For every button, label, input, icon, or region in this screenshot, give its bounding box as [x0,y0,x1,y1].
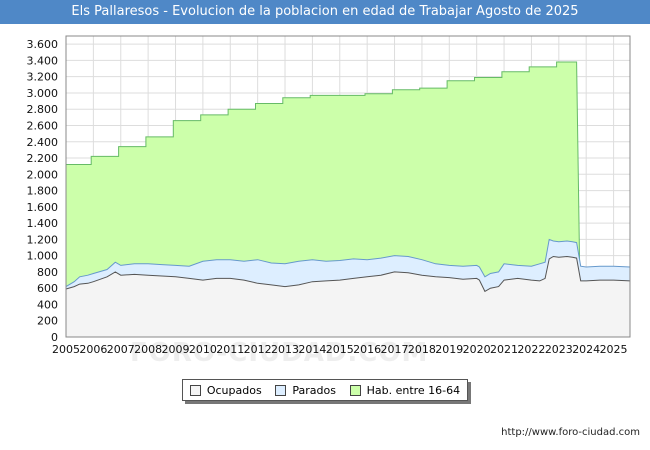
y-tick-label: 1.800 [27,185,59,198]
x-tick-label: 2012 [244,343,272,354]
y-tick-label: 2.800 [27,103,59,116]
x-tick-label: 2010 [189,343,217,354]
x-tick-label: 2016 [353,343,381,354]
x-tick-label: 2019 [435,343,463,354]
y-tick-label: 1.000 [27,250,59,263]
x-tick-label: 2014 [298,343,326,354]
area-ocupados [66,256,630,337]
line-parados [65,238,631,288]
legend-label-parados: Parados [292,383,336,397]
y-tick-label: 2.400 [27,136,59,149]
legend-item-parados: Parados [275,384,336,397]
y-tick-label: 600 [37,282,58,295]
y-tick-label: 3.400 [27,54,59,67]
x-tick-label: 2024 [572,343,600,354]
legend-swatch-ocupados [189,384,201,396]
x-tick-label: 2023 [545,343,573,354]
chart-legend: Ocupados Parados Hab. entre 16-64 [182,379,468,401]
watermark: FORO-CIUDAD.COM [130,338,429,368]
line-hab [66,61,630,338]
y-tick-label: 1.600 [27,201,59,214]
source-url: http://www.foro-ciudad.com [501,427,640,438]
legend-label-hab: Hab. entre 16-64 [366,383,461,397]
x-tick-label: 2017 [381,343,409,354]
y-tick-label: 800 [37,266,58,279]
x-tick-label: 2015 [326,343,354,354]
chart-title: Els Pallaresos - Evolucion de la poblaci… [0,0,650,24]
y-tick-label: 1.400 [27,217,59,230]
x-tick-label: 2018 [408,343,436,354]
legend-item-ocupados: Ocupados [189,383,262,397]
population-chart: 0 200 400 600 800 1.000 1.200 1.400 1.600 1.800 2.… [27,35,631,354]
y-tick-label: 0 [51,331,58,344]
x-tick-label: 2020 [463,343,491,354]
x-tick-label: 2006 [79,343,107,354]
y-tick-label: 400 [37,298,58,311]
x-tick-label: 2011 [216,343,244,354]
y-tick-label: 3.000 [27,87,59,100]
legend-swatch-parados [275,384,287,396]
x-tick-label: 2007 [107,343,135,354]
y-tick-label: 200 [37,315,58,328]
x-tick-label: 2005 [52,343,80,354]
x-tick-label: 2009 [162,343,190,354]
y-tick-label: 3.600 [27,38,59,51]
x-tick-label: 2025 [600,343,628,354]
line-ocupados [65,255,631,293]
y-tick-label: 2.600 [27,119,59,132]
y-tick-label: 3.200 [27,71,59,84]
plot-border [65,35,631,338]
x-tick-label: 2013 [271,343,299,354]
y-tick-label: 2.000 [27,168,59,181]
y-tick-label: 2.200 [27,152,59,165]
legend-item-hab: Hab. entre 16-64 [349,383,461,397]
legend-label-ocupados: Ocupados [206,383,262,397]
x-tick-label: 2008 [134,343,162,354]
x-tick-label: 2022 [517,343,545,354]
legend-swatch-hab [349,384,361,396]
y-tick-label: 1.200 [27,233,59,246]
x-tick-label: 2021 [490,343,518,354]
